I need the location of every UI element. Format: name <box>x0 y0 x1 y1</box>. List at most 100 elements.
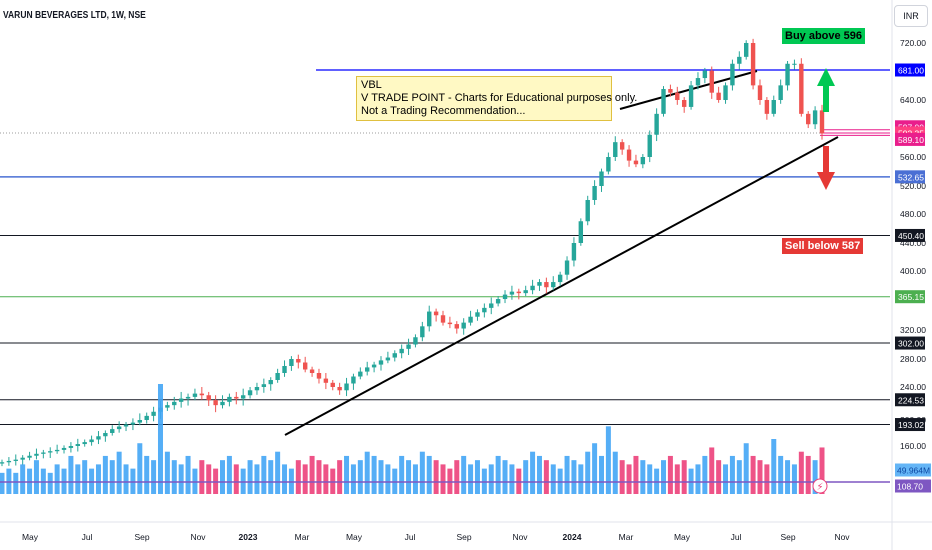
candle-body <box>654 113 659 135</box>
volume-bar <box>350 464 356 494</box>
volume-bar <box>282 464 288 494</box>
candle-body <box>537 282 542 286</box>
candle-body <box>716 92 721 100</box>
volume-bar <box>337 460 343 494</box>
volume-bar <box>729 455 735 494</box>
x-tick-label: Sep <box>456 532 471 542</box>
volume-bar <box>764 464 770 494</box>
candle-body <box>606 157 611 172</box>
candle-body <box>0 462 5 464</box>
volume-bar <box>171 460 177 494</box>
volume-bar <box>819 447 825 494</box>
candle-body <box>737 56 742 64</box>
candle-body <box>675 92 680 100</box>
currency-button[interactable]: INR <box>894 5 928 27</box>
volume-bar <box>495 455 501 494</box>
candle-body <box>137 420 143 423</box>
volume-bar <box>626 464 632 494</box>
volume-bar <box>743 443 749 494</box>
candle-body <box>647 134 652 157</box>
candle-body <box>757 85 763 100</box>
lightning-icon <box>812 478 828 494</box>
x-tick-label: Nov <box>190 532 206 542</box>
volume-bar <box>268 460 274 494</box>
candle-body <box>433 311 439 316</box>
candle-body <box>806 113 811 125</box>
volume-bar <box>102 455 108 494</box>
volume-badge-label: 108.70 <box>897 482 923 492</box>
level-badge <box>895 228 925 242</box>
candle-body <box>365 367 370 372</box>
level-badge-label: 365.15 <box>898 292 924 302</box>
volume-bar <box>371 455 377 494</box>
volume-bar <box>681 460 687 494</box>
candle-body <box>199 393 205 396</box>
volume-bar <box>275 451 281 494</box>
volume-bar <box>0 472 5 494</box>
candle-body <box>178 398 184 402</box>
x-tick-label: Sep <box>134 532 149 542</box>
volume-bar <box>426 455 432 494</box>
candle-body <box>123 424 129 427</box>
candle-body <box>509 291 515 295</box>
candle-body <box>495 299 501 304</box>
level-badge-label: 532.65 <box>898 172 924 182</box>
candle-body <box>427 311 432 327</box>
candle-body <box>792 63 797 65</box>
volume-bar <box>20 464 26 494</box>
candle-body <box>592 186 597 200</box>
candle-body <box>110 429 115 433</box>
volume-bar <box>798 451 804 494</box>
volume-bar <box>419 451 425 494</box>
candle-body <box>172 401 177 406</box>
candle-body <box>275 373 280 380</box>
x-tick-label: May <box>346 532 363 542</box>
candle-body <box>564 260 570 275</box>
candle-body <box>358 371 363 377</box>
volume-bar <box>399 455 405 494</box>
candle-body <box>144 415 149 420</box>
volume-bar <box>702 455 708 494</box>
volume-bar <box>640 460 646 494</box>
candle-body <box>96 436 101 440</box>
x-tick-label: Mar <box>295 532 310 542</box>
volume-bar <box>661 460 667 494</box>
candle-body <box>571 243 577 261</box>
candle-body <box>337 387 342 391</box>
volume-bar <box>612 451 618 494</box>
candle-body <box>812 110 818 125</box>
candle-body <box>151 411 156 416</box>
chart-title: VARUN BEVERAGES LTD, 1W, NSE <box>3 10 146 21</box>
candle-body <box>247 390 253 396</box>
candle-body <box>420 326 425 338</box>
candle-body <box>447 322 453 325</box>
volume-bar <box>723 464 729 494</box>
volume-bar <box>82 460 88 494</box>
candle-body <box>819 110 825 134</box>
level-badge-label: 450.40 <box>898 231 924 241</box>
candle-body <box>475 312 480 317</box>
candle-body <box>34 453 39 456</box>
candle-body <box>530 285 535 291</box>
candle-body <box>20 457 25 460</box>
volume-bar <box>13 472 19 494</box>
candle-body <box>240 395 246 399</box>
volume-bar <box>302 464 308 494</box>
volume-bar <box>116 451 122 494</box>
x-tick-label: Mar <box>619 532 634 542</box>
candle-body <box>399 348 404 354</box>
volume-bar <box>468 464 474 494</box>
level-badge <box>895 63 925 77</box>
volume-bar <box>805 455 811 494</box>
volume-bar <box>647 464 653 494</box>
x-tick-label: Nov <box>512 532 528 542</box>
level-badge-label: 193.02 <box>898 420 924 430</box>
volume-bar <box>47 472 53 494</box>
volume-bar <box>151 460 157 494</box>
x-tick-label: Jul <box>82 532 93 542</box>
candle-body <box>116 426 122 430</box>
volume-bar <box>206 464 212 494</box>
level-badge <box>895 170 925 184</box>
volume-bar <box>295 460 301 494</box>
